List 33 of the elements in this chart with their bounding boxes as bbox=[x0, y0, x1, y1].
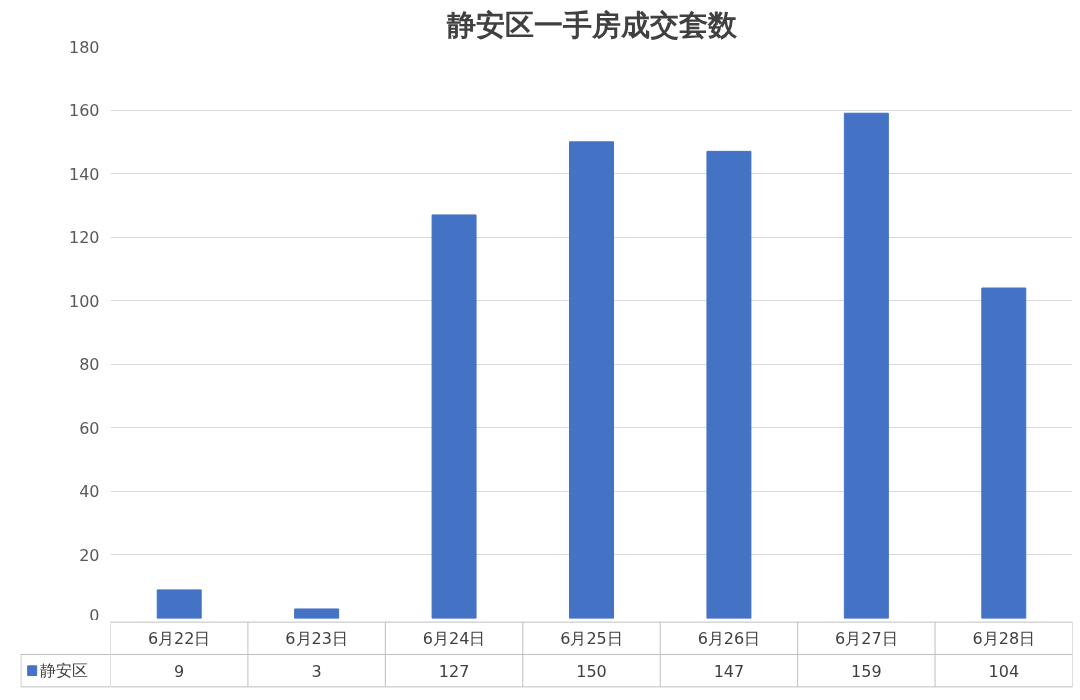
x-tick-label: 6月24日 bbox=[422, 628, 486, 648]
data-label: 127 bbox=[438, 661, 470, 681]
x-tick-label: 6月26日 bbox=[697, 628, 761, 648]
bar bbox=[843, 112, 889, 619]
bar bbox=[294, 608, 340, 619]
legend-label: 静安区 bbox=[40, 661, 89, 681]
y-tick-label: 180 bbox=[68, 37, 100, 57]
y-tick-label: 0 bbox=[89, 605, 100, 625]
x-tick-label: 6月27日 bbox=[835, 628, 898, 648]
y-tick-label: 120 bbox=[68, 228, 100, 248]
data-label: 104 bbox=[988, 661, 1020, 681]
y-tick-label: 60 bbox=[79, 418, 100, 438]
data-label: 3 bbox=[311, 661, 322, 681]
y-tick-label: 100 bbox=[68, 291, 100, 311]
bar bbox=[981, 287, 1027, 619]
data-label: 9 bbox=[174, 661, 185, 681]
bar bbox=[569, 141, 614, 619]
y-tick-label: 140 bbox=[68, 164, 100, 184]
bar bbox=[156, 589, 202, 619]
bar bbox=[431, 214, 477, 619]
data-label: 147 bbox=[713, 661, 745, 681]
y-tick-label: 40 bbox=[79, 482, 100, 502]
x-tick-label: 6月25日 bbox=[560, 628, 623, 648]
data-label: 159 bbox=[851, 661, 882, 681]
y-tick-label: 160 bbox=[68, 101, 100, 121]
y-tick-label: 80 bbox=[79, 355, 100, 375]
x-tick-label: 6月22日 bbox=[147, 628, 211, 648]
x-tick-label: 6月28日 bbox=[972, 628, 1036, 648]
chart-title: 静安区一手房成交套数 bbox=[445, 7, 738, 42]
x-tick-label: 6月23日 bbox=[285, 628, 348, 648]
bar bbox=[706, 150, 752, 619]
y-tick-label: 20 bbox=[79, 545, 100, 565]
data-label: 150 bbox=[576, 661, 607, 681]
